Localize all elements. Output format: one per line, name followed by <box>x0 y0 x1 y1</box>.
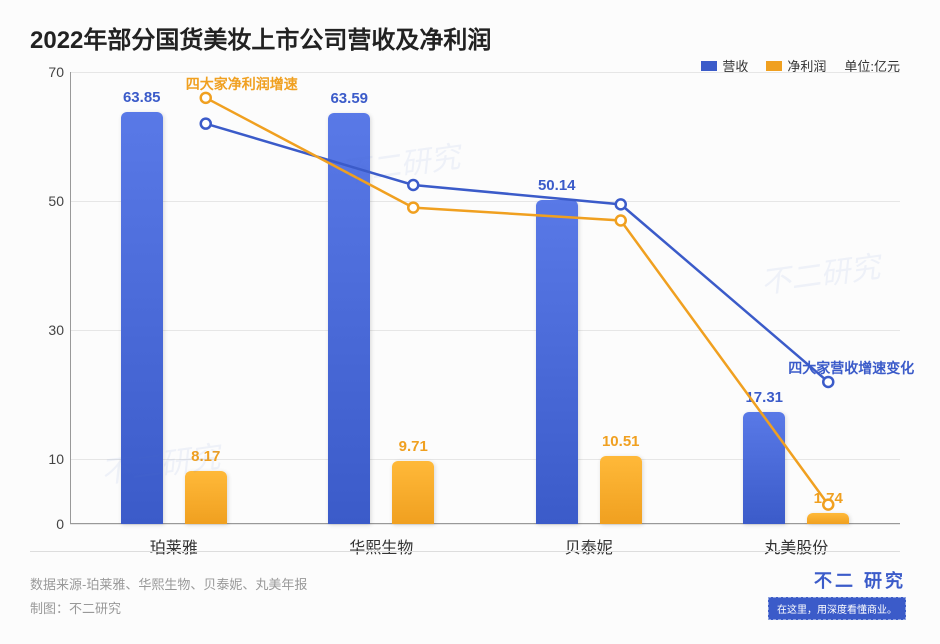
profit-growth-marker <box>616 216 626 226</box>
revenue-growth-marker <box>616 199 626 209</box>
revenue-growth-marker <box>408 180 418 190</box>
revenue-growth-line <box>206 124 829 382</box>
plot-area: 010305070 63.858.17珀莱雅63.599.71华熙生物50.14… <box>70 72 900 524</box>
revenue-growth-marker <box>823 377 833 387</box>
annotation-revenue-growth: 四大家营收增速变化 <box>788 358 914 378</box>
footer-credit: 制图：不二研究 <box>30 597 307 622</box>
legend-swatch-revenue <box>701 61 717 71</box>
chart-container: 2022年部分国货美妆上市公司营收及净利润 营收 净利润 单位:亿元 01030… <box>0 0 940 644</box>
y-tick-label: 0 <box>30 516 64 532</box>
lines-layer <box>70 72 900 524</box>
category-label: 丸美股份 <box>716 534 876 558</box>
legend-swatch-profit <box>766 61 782 71</box>
y-tick-label: 10 <box>30 451 64 467</box>
revenue-growth-marker <box>201 119 211 129</box>
profit-growth-marker <box>408 203 418 213</box>
category-label: 珀莱雅 <box>94 534 254 558</box>
footer-divider <box>30 551 900 552</box>
profit-growth-marker <box>823 500 833 510</box>
footer-source: 数据来源-珀莱雅、华熙生物、贝泰妮、丸美年报 <box>30 573 307 598</box>
y-tick-label: 70 <box>30 64 64 80</box>
category-label: 贝泰妮 <box>509 534 669 558</box>
profit-growth-marker <box>201 93 211 103</box>
chart-title: 2022年部分国货美妆上市公司营收及净利润 <box>30 20 910 55</box>
y-tick-label: 50 <box>30 193 64 209</box>
brand-tagline: 在这里，用深度看懂商业。 <box>768 597 906 620</box>
brand-name: 不二 研究 <box>768 567 906 593</box>
y-tick-label: 30 <box>30 322 64 338</box>
gridline <box>70 524 900 525</box>
brand: 不二 研究 在这里，用深度看懂商业。 <box>768 567 906 620</box>
footer: 数据来源-珀莱雅、华熙生物、贝泰妮、丸美年报 制图：不二研究 <box>30 573 307 622</box>
annotation-profit-growth: 四大家净利润增速 <box>186 74 298 94</box>
category-label: 华熙生物 <box>301 534 461 558</box>
